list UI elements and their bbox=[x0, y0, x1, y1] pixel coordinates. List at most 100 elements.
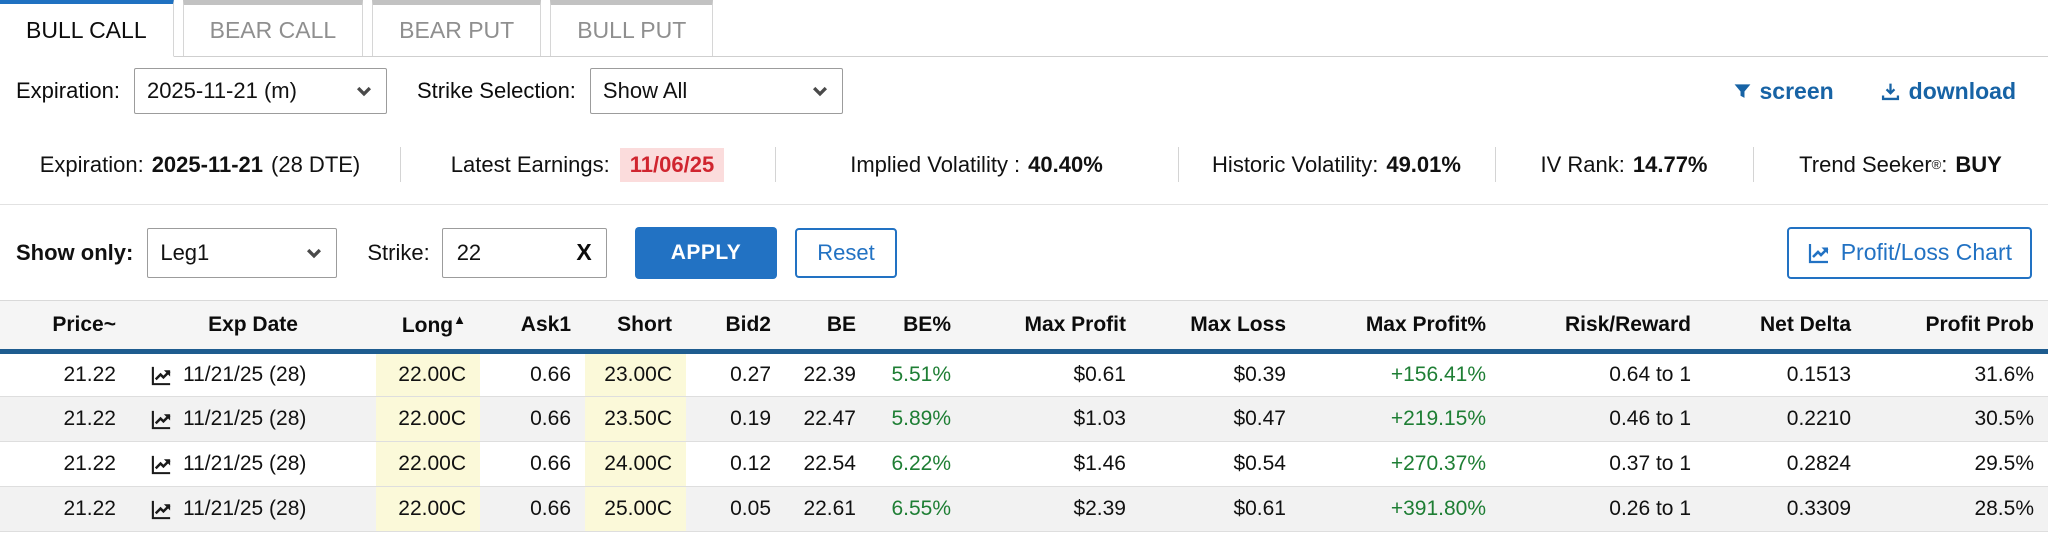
cell-bid2: 0.19 bbox=[686, 396, 785, 442]
cell-be: 22.54 bbox=[785, 441, 870, 487]
col-label: Net Delta bbox=[1759, 313, 1851, 336]
col-header-bid2[interactable]: Bid2 bbox=[686, 300, 785, 354]
tab-bull-put[interactable]: BULL PUT bbox=[550, 0, 714, 56]
tab-label: BULL CALL bbox=[26, 16, 147, 43]
cell-long-strike: 22.00C bbox=[376, 441, 480, 487]
info-ivrank-value: 14.77% bbox=[1632, 151, 1708, 177]
col-header-net-delta[interactable]: Net Delta bbox=[1705, 300, 1865, 354]
top-actions: screen download bbox=[1733, 78, 2033, 105]
cell-profit-prob: 29.5% bbox=[1865, 441, 2048, 487]
col-header-max-profit-pct[interactable]: Max Profit% bbox=[1300, 300, 1500, 354]
col-header-max-profit[interactable]: Max Profit bbox=[965, 300, 1140, 354]
info-expiration-dte: (28 DTE) bbox=[271, 151, 361, 177]
cell-max-loss: $0.39 bbox=[1140, 351, 1300, 397]
cell-ask1: 0.66 bbox=[480, 441, 585, 487]
chart-line-icon[interactable] bbox=[150, 364, 173, 387]
exp-date-text: 11/21/25 (28) bbox=[183, 452, 307, 475]
col-header-risk-reward[interactable]: Risk/Reward bbox=[1500, 300, 1705, 354]
col-label: Bid2 bbox=[725, 313, 771, 336]
col-label: Max Profit bbox=[1024, 313, 1126, 336]
cell-max-profit-pct: +270.37% bbox=[1300, 441, 1500, 487]
show-only-label: Show only: bbox=[16, 239, 134, 265]
filter-row: Show only: Leg1 Strike: X APPLY Reset Pr… bbox=[0, 205, 2048, 300]
col-header-exp-date[interactable]: Exp Date bbox=[130, 300, 376, 354]
tab-bull-call[interactable]: BULL CALL bbox=[0, 0, 174, 57]
cell-max-profit: $0.61 bbox=[965, 351, 1140, 397]
table-row: 21.22 11/21/25 (28) 22.00C 0.66 23.00C 0… bbox=[0, 351, 2048, 397]
col-header-short[interactable]: Short bbox=[585, 300, 686, 354]
chart-line-icon[interactable] bbox=[150, 498, 173, 521]
col-header-be[interactable]: BE bbox=[785, 300, 870, 354]
expiration-select[interactable]: 2025-11-21 (m) bbox=[133, 68, 387, 114]
strike-selection-select[interactable]: Show All bbox=[589, 68, 843, 114]
info-iv-value: 40.40% bbox=[1028, 151, 1103, 177]
col-label: Short bbox=[617, 313, 672, 336]
cell-exp-date: 11/21/25 (28) bbox=[130, 486, 376, 532]
table-header-row: Price~ Exp Date Long▲ Ask1 Short Bid2 BE… bbox=[0, 300, 2048, 354]
cell-bid2: 0.12 bbox=[686, 441, 785, 487]
strike-input[interactable] bbox=[456, 239, 547, 266]
info-trend-value: BUY bbox=[1955, 151, 2002, 177]
cell-max-loss: $0.61 bbox=[1140, 486, 1300, 532]
controls-row: Expiration: 2025-11-21 (m) Strike Select… bbox=[0, 57, 2048, 125]
download-link[interactable]: download bbox=[1880, 78, 2016, 105]
tab-label: BEAR PUT bbox=[399, 17, 515, 43]
col-header-max-loss[interactable]: Max Loss bbox=[1140, 300, 1300, 354]
cell-price: 21.22 bbox=[0, 351, 130, 397]
screen-link[interactable]: screen bbox=[1733, 78, 1834, 105]
chart-line-icon bbox=[1807, 241, 1831, 265]
show-only-value: Leg1 bbox=[160, 239, 210, 265]
info-trend-label: Trend Seeker bbox=[1799, 151, 1932, 177]
col-label: Long bbox=[401, 314, 454, 337]
col-header-long[interactable]: Long▲ bbox=[376, 300, 480, 354]
cell-max-profit: $1.46 bbox=[965, 441, 1140, 487]
sort-asc-icon: ▲ bbox=[453, 312, 466, 327]
cell-net-delta: 0.1513 bbox=[1705, 351, 1865, 397]
cell-short-strike: 23.00C bbox=[585, 351, 686, 397]
strike-selection-label: Strike Selection: bbox=[416, 78, 576, 103]
cell-be: 22.47 bbox=[785, 396, 870, 442]
cell-price: 21.22 bbox=[0, 486, 130, 532]
spreads-table: Price~ Exp Date Long▲ Ask1 Short Bid2 BE… bbox=[0, 300, 2048, 532]
info-hv-value: 49.01% bbox=[1386, 151, 1461, 177]
col-label: Max Profit% bbox=[1365, 313, 1486, 336]
download-icon bbox=[1880, 81, 1901, 102]
apply-button[interactable]: APPLY bbox=[634, 226, 778, 279]
exp-date-text: 11/21/25 (28) bbox=[183, 363, 307, 386]
col-header-profit-prob[interactable]: Profit Prob bbox=[1865, 300, 2048, 354]
info-iv-rank: IV Rank: 14.77% bbox=[1495, 125, 1753, 204]
info-latest-earnings: Latest Earnings: 11/06/25 bbox=[400, 125, 775, 204]
cell-risk-reward: 0.64 to 1 bbox=[1500, 351, 1705, 397]
tab-bear-put[interactable]: BEAR PUT bbox=[372, 0, 542, 56]
col-label: Risk/Reward bbox=[1564, 313, 1691, 336]
col-header-ask1[interactable]: Ask1 bbox=[480, 300, 585, 354]
info-bar: Expiration: 2025-11-21 (28 DTE) Latest E… bbox=[0, 125, 2048, 205]
chart-line-icon[interactable] bbox=[150, 408, 173, 431]
clear-strike-button[interactable]: X bbox=[576, 239, 592, 265]
cell-profit-prob: 31.6% bbox=[1865, 351, 2048, 397]
cell-profit-prob: 28.5% bbox=[1865, 486, 2048, 532]
info-earnings-label: Latest Earnings: bbox=[450, 151, 610, 177]
cell-long-strike: 22.00C bbox=[376, 486, 480, 532]
col-label: Max Loss bbox=[1190, 313, 1286, 336]
tab-bear-call[interactable]: BEAR CALL bbox=[182, 0, 364, 56]
reset-button[interactable]: Reset bbox=[795, 227, 897, 278]
cell-exp-date: 11/21/25 (28) bbox=[130, 441, 376, 487]
cell-risk-reward: 0.37 to 1 bbox=[1500, 441, 1705, 487]
col-label: BE% bbox=[903, 313, 951, 336]
cell-exp-date: 11/21/25 (28) bbox=[130, 351, 376, 397]
show-only-select[interactable]: Leg1 bbox=[147, 227, 338, 278]
cell-be-pct: 6.55% bbox=[870, 486, 965, 532]
col-header-price[interactable]: Price~ bbox=[0, 300, 130, 354]
chart-line-icon[interactable] bbox=[150, 453, 173, 476]
expiration-label: Expiration: bbox=[16, 78, 120, 103]
col-label: Price~ bbox=[52, 313, 116, 336]
strategy-tab-bar: BULL CALL BEAR CALL BEAR PUT BULL PUT bbox=[0, 0, 2048, 57]
profit-loss-chart-button[interactable]: Profit/Loss Chart bbox=[1786, 226, 2032, 279]
cell-bid2: 0.05 bbox=[686, 486, 785, 532]
exp-date-text: 11/21/25 (28) bbox=[183, 497, 307, 520]
col-header-be-pct[interactable]: BE% bbox=[870, 300, 965, 354]
strike-filter-label: Strike: bbox=[367, 239, 430, 265]
table-row: 21.22 11/21/25 (28) 22.00C 0.66 25.00C 0… bbox=[0, 486, 2048, 532]
